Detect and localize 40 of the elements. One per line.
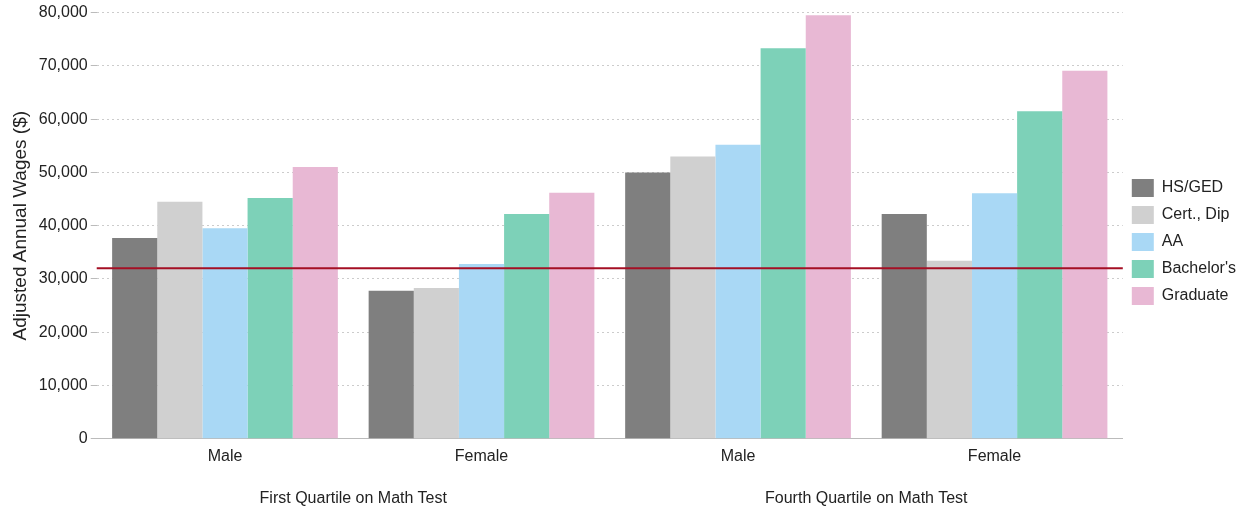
- bar: [292, 167, 338, 439]
- bar: [112, 237, 158, 439]
- bar: [458, 264, 505, 439]
- y-tick-label: 20,000: [38, 322, 88, 340]
- y-tick-label: 60,000: [38, 109, 88, 127]
- bar: [926, 260, 972, 439]
- bar: [715, 144, 761, 439]
- bar: [202, 228, 248, 439]
- bar: [881, 213, 927, 439]
- bar: [971, 193, 1018, 439]
- text: Fourth Quartile on Math Test: [765, 489, 969, 507]
- bar: [625, 172, 671, 439]
- legend-label: Bachelor's: [1161, 259, 1236, 277]
- legend-label: AA: [1161, 232, 1184, 250]
- x-tick-label: Male: [207, 446, 243, 464]
- y-tick-label: 30,000: [38, 269, 88, 287]
- legend-label: Graduate: [1161, 286, 1229, 304]
- bar: [805, 15, 851, 439]
- y-axis-title: Adjusted Annual Wages ($): [8, 110, 30, 341]
- bar: [1062, 70, 1108, 439]
- bar: [504, 213, 550, 439]
- y-tick-label: 70,000: [38, 56, 88, 74]
- bar: [247, 198, 293, 439]
- x-tick-label: Female: [454, 446, 509, 464]
- y-tick-label: 10,000: [38, 375, 88, 393]
- x-tick-label: Male: [720, 446, 756, 464]
- x-tick-label: Female: [967, 446, 1022, 464]
- bar: [670, 156, 716, 439]
- bar: [413, 288, 459, 439]
- legend-label: HS/GED: [1161, 178, 1224, 196]
- bar: [760, 48, 806, 439]
- legend-label: Cert., Dip: [1161, 205, 1230, 223]
- y-tick-label: 40,000: [38, 216, 88, 234]
- y-tick-label: 50,000: [38, 162, 88, 180]
- bar: [1017, 111, 1063, 439]
- bar: [549, 192, 595, 439]
- bar: [368, 290, 414, 439]
- y-tick-label: 0: [78, 429, 88, 447]
- text: First Quartile on Math Test: [259, 489, 448, 507]
- y-tick-label: 80,000: [38, 3, 88, 21]
